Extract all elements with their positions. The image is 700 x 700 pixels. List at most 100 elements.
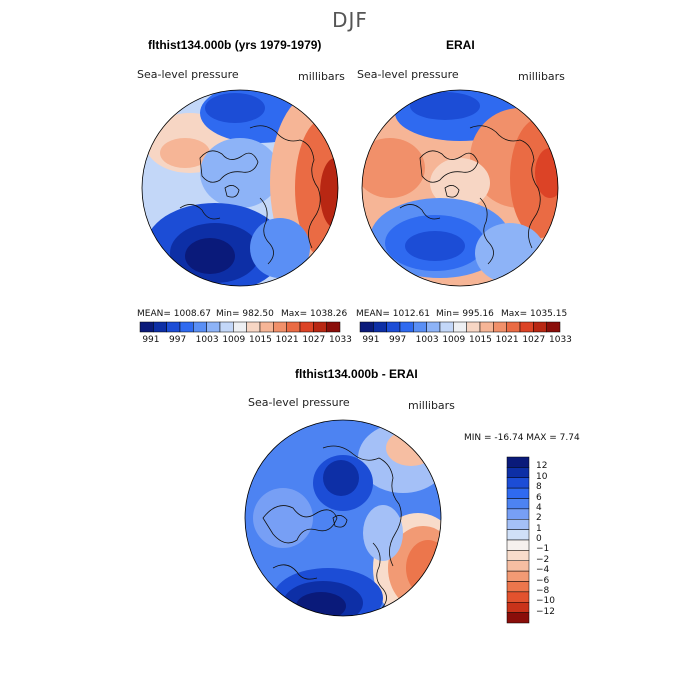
panel3-colorbar-swatch (506, 560, 530, 572)
panel3-title: flthist134.000b - ERAI (295, 367, 418, 381)
panel1-max: Max= 1038.26 (281, 309, 348, 319)
panel1-colorbar-labels: 991 997 1003 1009 1015 1021 1027 1033 (140, 335, 352, 347)
panel3-colorbar-swatch (506, 591, 530, 603)
panel2-colorbar-swatch (359, 321, 374, 333)
panel1-colorbar-swatch (193, 321, 207, 333)
panel2-max: Max= 1035.15 (501, 309, 568, 319)
panel1-colorbar-swatch (219, 321, 234, 333)
panel3-colorbar-swatch (506, 602, 530, 613)
panel1-colorbar-swatch (259, 321, 274, 333)
panel1-colorbar-swatch (166, 321, 181, 333)
panel3-colorbar-swatch (506, 529, 530, 541)
panel2-mean: MEAN= 1012.61 (356, 309, 430, 319)
panel3-units: millibars (408, 399, 455, 412)
panel3-colorbar-swatch (506, 581, 530, 593)
panel2-colorbar-swatch (453, 321, 467, 333)
panel2-units: millibars (518, 70, 565, 83)
panel1-colorbar-tick-label: 991 (142, 335, 160, 345)
panel2-colorbar-tick-label: 1021 (495, 335, 519, 345)
panel3-colorbar-tick-label: −10 (536, 596, 555, 607)
panel1-colorbar-swatch (179, 321, 194, 333)
panel3-colorbar-swatch (506, 487, 530, 499)
panel3-colorbar-swatch (506, 519, 530, 530)
panel2-colorbar-tick-label: 1033 (549, 335, 572, 345)
panel2-colorbar-tick-label: 991 (362, 335, 380, 345)
panel1-colorbar-swatch (246, 321, 261, 333)
panel3-colorbar-tick-label: −1 (536, 544, 550, 555)
panel1-colorbar-swatch (206, 321, 221, 333)
panel2-colorbar-swatch (399, 321, 414, 333)
panel1-min: Min= 982.50 (216, 309, 274, 319)
panel3-colorbar-tick-label: −6 (536, 575, 550, 586)
panel1-colorbar-tick-label: 1027 (302, 335, 326, 345)
panel2-title: ERAI (446, 38, 475, 52)
panel3-colorbar-tick-label: 0 (536, 534, 542, 544)
panel1-colorbar-tick-label: 1003 (195, 335, 219, 345)
panel3-polar-map (244, 419, 442, 617)
panel2-colorbar-swatch (479, 321, 494, 333)
panel1-colorbar-tick-label: 1033 (329, 335, 352, 345)
panel3-colorbar-swatch (506, 570, 530, 582)
panel1-colorbar-tick-label: 997 (169, 335, 187, 345)
panel2-colorbar-swatch (386, 321, 401, 333)
panel2-min: Min= 995.16 (436, 309, 494, 319)
panel1-colorbar-tick-label: 1009 (222, 335, 246, 345)
panel3-colorbar-tick-label: −2 (536, 554, 550, 565)
panel2-colorbar-labels: 991 997 1003 1009 1015 1021 1027 1033 (360, 335, 572, 347)
panel2-colorbar-swatch (506, 321, 521, 333)
panel3-colorbar-tick-label: 6 (536, 492, 542, 503)
panel3-colorbar-labels: 12 10 8 6 4 2 1 0 −1 −2 −4 −6 −8 −10 −12 (536, 457, 576, 623)
panel2-colorbar-swatch (439, 321, 454, 333)
panel1-units: millibars (298, 70, 345, 83)
panel1-colorbar-swatch (273, 321, 287, 333)
panel3-colorbar-tick-label: −12 (536, 606, 555, 617)
panel3-variable: Sea-level pressure (248, 396, 350, 409)
panel2-polar-map (361, 89, 559, 287)
panel3-colorbar-tick-label: −4 (536, 565, 550, 576)
panel1-colorbar-swatch (326, 321, 341, 333)
season-title: DJF (332, 8, 368, 32)
panel2-variable: Sea-level pressure (357, 68, 459, 81)
panel2-colorbar-swatch (373, 321, 387, 333)
panel1-title: flthist134.000b (yrs 1979-1979) (148, 38, 322, 52)
panel3-colorbar-swatch (506, 612, 530, 624)
panel1-colorbar-swatch (286, 321, 301, 333)
panel2-colorbar-swatch (413, 321, 427, 333)
panel2-colorbar-swatch (533, 321, 547, 333)
panel2-colorbar-swatch (546, 321, 561, 333)
panel3-colorbar-tick-label: 2 (536, 513, 542, 524)
panel3-colorbar-tick-label: 4 (536, 502, 542, 513)
panel3-colorbar-tick-label: 1 (536, 523, 542, 534)
panel3-colorbar-tick-label: 12 (536, 461, 548, 472)
panel3-colorbar-tick-label: 10 (536, 471, 548, 482)
panel2-colorbar-tick-label: 1027 (522, 335, 546, 345)
panel1-variable: Sea-level pressure (137, 68, 239, 81)
panel1-colorbar (139, 321, 341, 333)
panel2-colorbar-swatch (426, 321, 441, 333)
panel2-colorbar-tick-label: 1009 (442, 335, 466, 345)
panel3-colorbar (506, 456, 530, 624)
panel3-minmax: MIN = -16.74 MAX = 7.74 (464, 433, 580, 443)
panel3-colorbar-tick-label: 8 (536, 482, 542, 493)
panel1-mean: MEAN= 1008.67 (137, 309, 211, 319)
panel1-colorbar-swatch (139, 321, 154, 333)
panel3-colorbar-tick-label: −8 (536, 585, 550, 596)
panel2-colorbar-swatch (519, 321, 534, 333)
panel1-polar-map (141, 89, 339, 287)
panel1-colorbar-swatch (313, 321, 327, 333)
panel1-colorbar-tick-label: 1021 (275, 335, 299, 345)
panel2-colorbar-swatch (466, 321, 481, 333)
panel2-colorbar-tick-label: 997 (389, 335, 407, 345)
panel3-colorbar-swatch (506, 539, 530, 551)
panel1-colorbar-swatch (299, 321, 314, 333)
panel3-colorbar-swatch (506, 477, 530, 489)
panel2-colorbar (359, 321, 561, 333)
panel1-colorbar-tick-label: 1015 (249, 335, 272, 345)
panel3-colorbar-swatch (506, 467, 530, 478)
panel2-colorbar-swatch (493, 321, 507, 333)
panel3-colorbar-swatch (506, 508, 530, 520)
panel3-colorbar-swatch (506, 498, 530, 510)
panel2-colorbar-tick-label: 1015 (469, 335, 492, 345)
panel3-colorbar-swatch (506, 456, 530, 468)
panel3-colorbar-swatch (506, 550, 530, 561)
